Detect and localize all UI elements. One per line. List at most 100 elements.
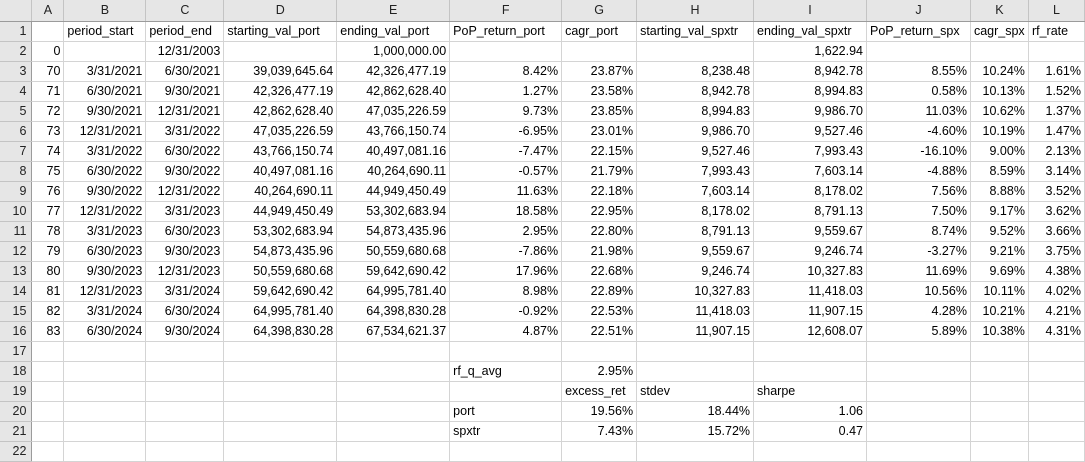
cell-L3[interactable]: 1.61%: [1028, 61, 1085, 82]
cell-D10[interactable]: 44,949,450.49: [223, 201, 338, 222]
cell-C5[interactable]: 12/31/2021: [145, 101, 225, 122]
cell-F15[interactable]: -0.92%: [449, 301, 563, 322]
cell-J11[interactable]: 8.74%: [866, 221, 971, 242]
cell-F14[interactable]: 8.98%: [449, 281, 563, 302]
cell-I4[interactable]: 8,994.83: [753, 81, 867, 102]
cell-L9[interactable]: 3.52%: [1028, 181, 1085, 202]
cell-L6[interactable]: 1.47%: [1028, 121, 1085, 142]
cell-C17[interactable]: [145, 341, 225, 362]
cell-J14[interactable]: 10.56%: [866, 281, 971, 302]
cell-A16[interactable]: 83: [31, 321, 65, 342]
cell-G6[interactable]: 23.01%: [561, 121, 638, 142]
cell-G14[interactable]: 22.89%: [561, 281, 638, 302]
cell-D19[interactable]: [223, 381, 338, 402]
cell-A6[interactable]: 73: [31, 121, 65, 142]
cell-I2[interactable]: 1,622.94: [753, 41, 867, 62]
cell-L19[interactable]: [1028, 381, 1085, 402]
cell-K15[interactable]: 10.21%: [970, 301, 1029, 322]
cell-A12[interactable]: 79: [31, 241, 65, 262]
row-header[interactable]: 2: [0, 41, 33, 62]
cell-J7[interactable]: -16.10%: [866, 141, 971, 162]
cell-F20[interactable]: port: [449, 401, 563, 422]
cell-G22[interactable]: [561, 441, 638, 462]
cell-L17[interactable]: [1028, 341, 1085, 362]
cell-I11[interactable]: 9,559.67: [753, 221, 867, 242]
column-header-G[interactable]: G: [561, 0, 638, 22]
cell-J22[interactable]: [866, 441, 971, 462]
cell-C16[interactable]: 9/30/2024: [145, 321, 225, 342]
cell-D4[interactable]: 42,326,477.19: [223, 81, 338, 102]
cell-F13[interactable]: 17.96%: [449, 261, 563, 282]
cell-E6[interactable]: 43,766,150.74: [336, 121, 451, 142]
cell-H16[interactable]: 11,907.15: [636, 321, 755, 342]
cell-I14[interactable]: 11,418.03: [753, 281, 867, 302]
row-header[interactable]: 19: [0, 381, 33, 402]
cell-I13[interactable]: 10,327.83: [753, 261, 867, 282]
cell-A22[interactable]: [31, 441, 65, 462]
cell-G17[interactable]: [561, 341, 638, 362]
cell-J6[interactable]: -4.60%: [866, 121, 971, 142]
cell-L1[interactable]: rf_rate: [1028, 21, 1085, 42]
cell-E18[interactable]: [336, 361, 451, 382]
cell-B13[interactable]: 9/30/2023: [63, 261, 147, 282]
row-header[interactable]: 9: [0, 181, 33, 202]
cell-I16[interactable]: 12,608.07: [753, 321, 867, 342]
cell-D12[interactable]: 54,873,435.96: [223, 241, 338, 262]
cell-C22[interactable]: [145, 441, 225, 462]
row-header[interactable]: 18: [0, 361, 33, 382]
cell-F12[interactable]: -7.86%: [449, 241, 563, 262]
cell-K3[interactable]: 10.24%: [970, 61, 1029, 82]
cell-E3[interactable]: 42,326,477.19: [336, 61, 451, 82]
cell-G5[interactable]: 23.85%: [561, 101, 638, 122]
cell-A15[interactable]: 82: [31, 301, 65, 322]
column-header-L[interactable]: L: [1028, 0, 1085, 22]
cell-F16[interactable]: 4.87%: [449, 321, 563, 342]
cell-A4[interactable]: 71: [31, 81, 65, 102]
column-header-K[interactable]: K: [970, 0, 1029, 22]
cell-J19[interactable]: [866, 381, 971, 402]
cell-L10[interactable]: 3.62%: [1028, 201, 1085, 222]
cell-F17[interactable]: [449, 341, 563, 362]
cell-C14[interactable]: 3/31/2024: [145, 281, 225, 302]
cell-F4[interactable]: 1.27%: [449, 81, 563, 102]
cell-J10[interactable]: 7.50%: [866, 201, 971, 222]
row-header[interactable]: 7: [0, 141, 33, 162]
cell-I19[interactable]: sharpe: [753, 381, 867, 402]
cell-I8[interactable]: 7,603.14: [753, 161, 867, 182]
cell-K13[interactable]: 9.69%: [970, 261, 1029, 282]
cell-I21[interactable]: 0.47: [753, 421, 867, 442]
cell-D7[interactable]: 43,766,150.74: [223, 141, 338, 162]
cell-C7[interactable]: 6/30/2022: [145, 141, 225, 162]
cell-H17[interactable]: [636, 341, 755, 362]
cell-C10[interactable]: 3/31/2023: [145, 201, 225, 222]
row-header[interactable]: 21: [0, 421, 33, 442]
cell-B4[interactable]: 6/30/2021: [63, 81, 147, 102]
cell-A5[interactable]: 72: [31, 101, 65, 122]
cell-B8[interactable]: 6/30/2022: [63, 161, 147, 182]
cell-I17[interactable]: [753, 341, 867, 362]
cell-K7[interactable]: 9.00%: [970, 141, 1029, 162]
column-header-E[interactable]: E: [336, 0, 451, 22]
cell-L4[interactable]: 1.52%: [1028, 81, 1085, 102]
cell-E8[interactable]: 40,264,690.11: [336, 161, 451, 182]
cell-C19[interactable]: [145, 381, 225, 402]
cell-K4[interactable]: 10.13%: [970, 81, 1029, 102]
cell-B5[interactable]: 9/30/2021: [63, 101, 147, 122]
cell-B22[interactable]: [63, 441, 147, 462]
cell-K21[interactable]: [970, 421, 1029, 442]
cell-A13[interactable]: 80: [31, 261, 65, 282]
cell-H20[interactable]: 18.44%: [636, 401, 755, 422]
cell-G4[interactable]: 23.58%: [561, 81, 638, 102]
cell-L5[interactable]: 1.37%: [1028, 101, 1085, 122]
column-header-H[interactable]: H: [636, 0, 755, 22]
cell-H7[interactable]: 9,527.46: [636, 141, 755, 162]
cell-A20[interactable]: [31, 401, 65, 422]
cell-J12[interactable]: -3.27%: [866, 241, 971, 262]
cell-C8[interactable]: 9/30/2022: [145, 161, 225, 182]
cell-K1[interactable]: cagr_spx: [970, 21, 1029, 42]
cell-K10[interactable]: 9.17%: [970, 201, 1029, 222]
cell-G8[interactable]: 21.79%: [561, 161, 638, 182]
cell-I18[interactable]: [753, 361, 867, 382]
cell-J21[interactable]: [866, 421, 971, 442]
cell-F5[interactable]: 9.73%: [449, 101, 563, 122]
